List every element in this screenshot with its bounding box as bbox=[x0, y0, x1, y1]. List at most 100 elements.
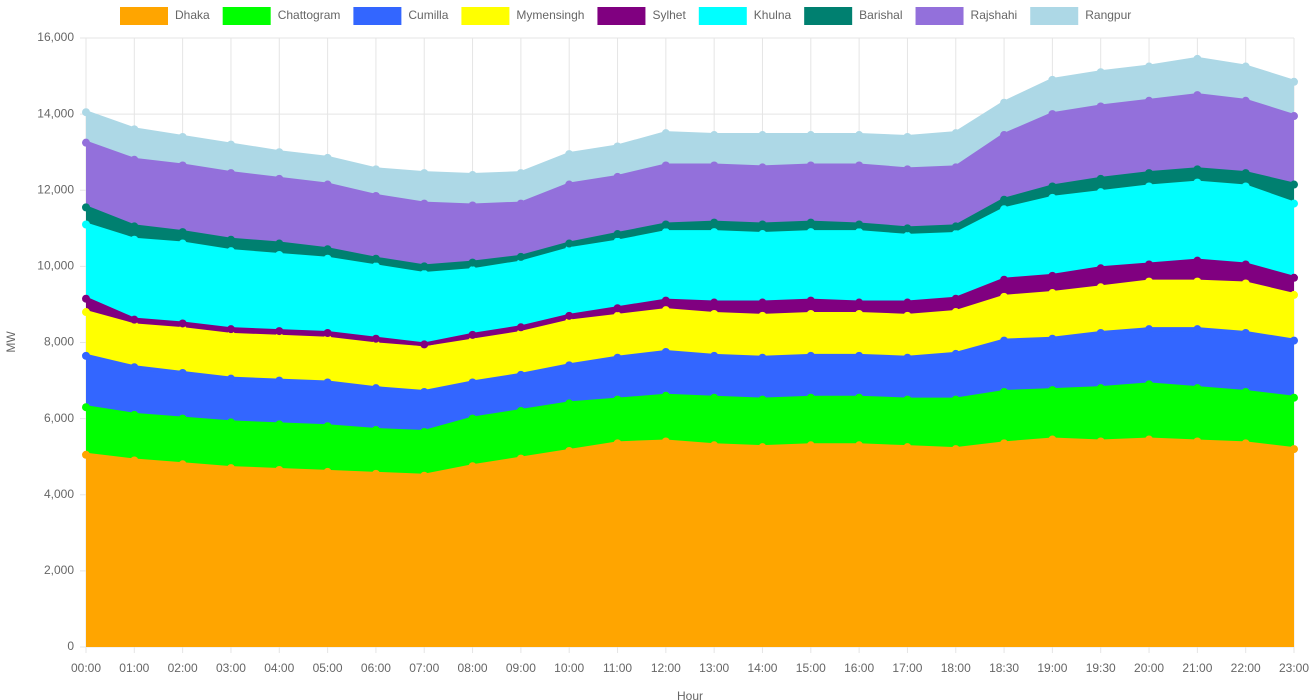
area bbox=[86, 439, 1294, 647]
x-tick-label: 21:00 bbox=[1182, 661, 1212, 675]
x-tick-label: 17:00 bbox=[892, 661, 922, 675]
point bbox=[951, 163, 960, 172]
point bbox=[516, 169, 525, 178]
x-tick-label: 18:30 bbox=[989, 661, 1019, 675]
point bbox=[1145, 96, 1154, 105]
point bbox=[855, 351, 864, 360]
area-line bbox=[85, 382, 1295, 434]
point bbox=[1000, 205, 1009, 214]
point bbox=[275, 239, 284, 248]
y-tick-label: 8,000 bbox=[44, 335, 74, 349]
point bbox=[82, 203, 90, 212]
point bbox=[565, 399, 574, 408]
point bbox=[1000, 387, 1009, 396]
point bbox=[323, 180, 332, 189]
point bbox=[371, 191, 380, 200]
point bbox=[613, 304, 622, 313]
point bbox=[516, 252, 525, 261]
point bbox=[613, 353, 622, 362]
point bbox=[82, 403, 90, 412]
x-tick-label: 15:00 bbox=[796, 661, 826, 675]
point bbox=[1290, 199, 1298, 208]
point bbox=[903, 224, 912, 233]
x-tick-label: 16:00 bbox=[844, 661, 874, 675]
point bbox=[565, 180, 574, 189]
point bbox=[82, 138, 90, 147]
area-line bbox=[85, 93, 1295, 208]
point bbox=[130, 155, 139, 164]
point bbox=[178, 368, 187, 377]
point bbox=[275, 174, 284, 183]
point bbox=[1096, 102, 1105, 111]
point bbox=[951, 445, 960, 454]
point bbox=[710, 298, 719, 307]
point bbox=[1241, 279, 1250, 288]
point bbox=[758, 443, 767, 452]
point bbox=[1096, 328, 1105, 337]
point bbox=[82, 220, 90, 229]
point bbox=[1145, 182, 1154, 191]
point bbox=[178, 319, 187, 328]
point bbox=[1000, 195, 1009, 204]
point bbox=[806, 161, 815, 170]
point bbox=[371, 384, 380, 393]
point bbox=[323, 467, 332, 476]
legend-label: Rangpur bbox=[1085, 8, 1131, 22]
point bbox=[420, 471, 429, 480]
legend-swatch bbox=[222, 7, 271, 25]
point bbox=[758, 395, 767, 404]
x-tick-label: 07:00 bbox=[409, 661, 439, 675]
legend-swatch bbox=[353, 7, 402, 25]
point bbox=[1241, 328, 1250, 337]
point bbox=[951, 294, 960, 303]
area-line bbox=[85, 437, 1295, 478]
point bbox=[855, 228, 864, 237]
point bbox=[516, 328, 525, 337]
point bbox=[613, 439, 622, 448]
point bbox=[468, 414, 477, 423]
point bbox=[275, 148, 284, 157]
legend-label: Chattogram bbox=[278, 8, 341, 22]
point bbox=[1241, 62, 1250, 71]
y-tick-label: 14,000 bbox=[37, 106, 74, 120]
x-tick-label: 02:00 bbox=[168, 661, 198, 675]
point bbox=[661, 306, 670, 315]
legend-swatch bbox=[597, 7, 646, 25]
area bbox=[86, 58, 1294, 206]
point bbox=[323, 378, 332, 387]
area bbox=[86, 95, 1294, 267]
point bbox=[468, 266, 477, 275]
x-tick-label: 23:00 bbox=[1279, 661, 1309, 675]
point bbox=[516, 323, 525, 332]
point bbox=[855, 309, 864, 318]
point bbox=[1241, 439, 1250, 448]
area bbox=[86, 169, 1294, 274]
x-tick-label: 00:00 bbox=[71, 661, 101, 675]
point bbox=[178, 325, 187, 334]
point bbox=[275, 250, 284, 259]
point bbox=[323, 254, 332, 263]
point bbox=[82, 351, 90, 360]
point bbox=[855, 441, 864, 450]
point bbox=[516, 258, 525, 267]
point bbox=[1193, 256, 1202, 265]
legend-swatch bbox=[1030, 7, 1079, 25]
point bbox=[1290, 336, 1298, 345]
x-tick-label: 03:00 bbox=[216, 661, 246, 675]
point bbox=[82, 450, 90, 459]
point bbox=[855, 161, 864, 170]
x-tick-label: 06:00 bbox=[361, 661, 391, 675]
point bbox=[1000, 336, 1009, 345]
x-tick-label: 04:00 bbox=[264, 661, 294, 675]
point bbox=[1048, 193, 1057, 202]
point bbox=[371, 340, 380, 349]
point bbox=[178, 414, 187, 423]
point bbox=[661, 220, 670, 229]
point bbox=[226, 325, 235, 334]
point bbox=[420, 340, 429, 349]
point bbox=[1290, 290, 1298, 299]
point bbox=[1048, 289, 1057, 298]
point bbox=[323, 245, 332, 254]
point bbox=[82, 294, 90, 303]
point bbox=[516, 199, 525, 208]
